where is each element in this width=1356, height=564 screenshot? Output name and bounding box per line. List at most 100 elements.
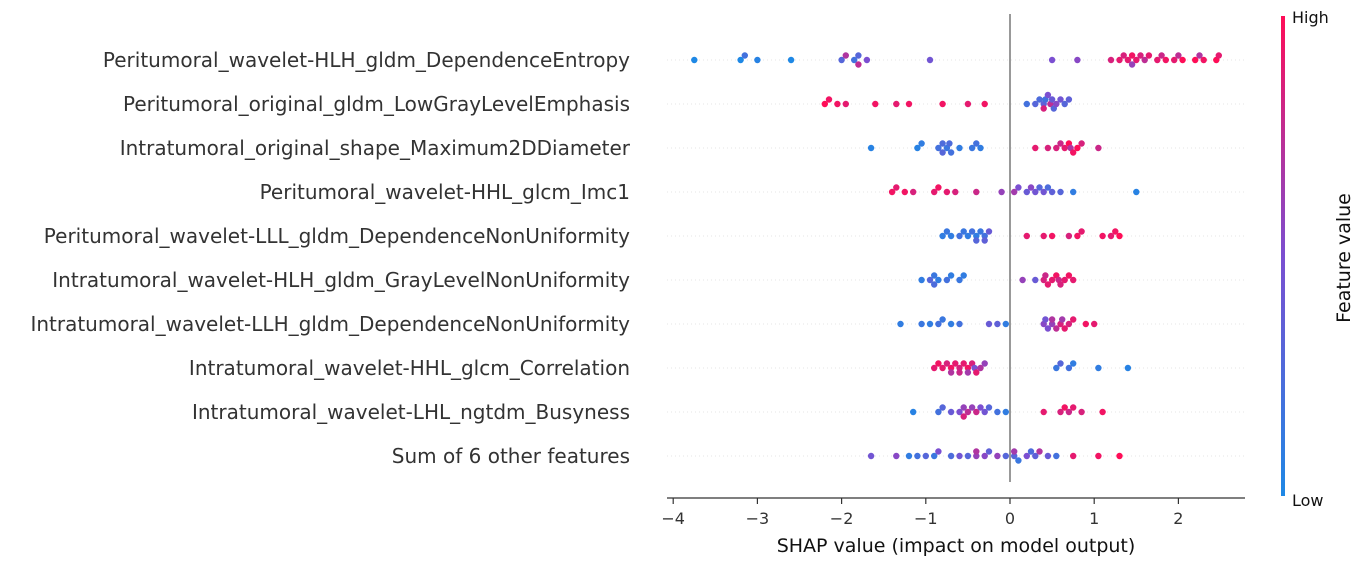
data-point [926, 276, 934, 284]
data-point [893, 452, 900, 460]
data-point [1040, 188, 1047, 196]
data-point [1053, 144, 1060, 152]
data-point [1128, 52, 1136, 59]
data-point [926, 56, 934, 64]
data-point [1019, 276, 1026, 284]
data-point [1070, 188, 1077, 196]
data-point [1044, 144, 1052, 152]
data-point [1070, 149, 1077, 156]
data-point [1023, 232, 1030, 240]
data-point [1044, 325, 1052, 332]
data-point [1027, 448, 1035, 455]
data-point [741, 52, 748, 59]
data-point [905, 100, 913, 108]
data-point [968, 228, 976, 235]
colorbar-title: Feature value [1333, 193, 1355, 323]
data-point [1061, 144, 1068, 152]
data-point [867, 144, 875, 152]
data-point [1023, 100, 1030, 108]
data-point [897, 320, 904, 328]
data-point [1057, 140, 1064, 147]
data-point [1124, 364, 1132, 372]
data-point [956, 452, 963, 460]
data-point [947, 272, 955, 279]
data-point [977, 144, 984, 152]
feature-label: Peritumoral_wavelet-HLH_gldm_DependenceE… [103, 48, 630, 72]
x-axis: −4 −3 −2 −1 0 1 2 [661, 497, 1245, 528]
colorbar: High Low Feature value [1281, 8, 1355, 510]
data-point [985, 404, 993, 411]
data-point [1011, 452, 1018, 460]
data-point [1048, 188, 1056, 196]
data-point [985, 228, 993, 235]
data-point [943, 360, 951, 367]
data-point [952, 360, 959, 367]
data-point [1002, 408, 1009, 416]
data-point [939, 232, 946, 240]
data-point [1002, 452, 1009, 460]
data-point [1053, 452, 1060, 460]
data-point [947, 452, 955, 460]
feature-label: Intratumoral_wavelet-HLH_gldm_GrayLevelN… [52, 268, 630, 292]
data-point [964, 408, 972, 416]
data-point [1057, 188, 1064, 196]
data-point [872, 100, 879, 108]
data-point [1065, 272, 1073, 279]
data-point [973, 237, 980, 244]
data-point [931, 272, 938, 279]
data-point [825, 96, 833, 103]
data-point [1091, 320, 1098, 328]
data-point [1048, 56, 1056, 64]
data-point [1040, 105, 1047, 112]
data-point [867, 452, 875, 460]
data-point [947, 320, 955, 328]
data-point [1145, 52, 1153, 59]
data-point [1023, 452, 1030, 460]
data-point [998, 188, 1005, 196]
x-axis-title: SHAP value (impact on model output) [777, 535, 1136, 557]
data-point [960, 228, 967, 235]
data-point [1057, 408, 1064, 416]
data-point [1099, 232, 1106, 240]
data-point [1040, 232, 1047, 240]
data-point [973, 448, 980, 455]
data-point [985, 448, 993, 455]
data-point [939, 364, 946, 372]
feature-label: Sum of 6 other features [392, 444, 630, 468]
data-point [910, 408, 917, 416]
data-point [968, 404, 976, 411]
data-point [1070, 360, 1077, 367]
data-point [914, 144, 921, 152]
data-point [1053, 100, 1060, 108]
data-point [968, 144, 976, 152]
data-point [1133, 188, 1140, 196]
data-point [1048, 276, 1056, 284]
data-point [1061, 100, 1068, 108]
data-point [935, 448, 942, 455]
feature-label: Intratumoral_wavelet-LLH_gldm_Dependence… [30, 312, 630, 336]
data-point [1053, 325, 1060, 332]
feature-label: Peritumoral_wavelet-HHL_glcm_Imc1 [260, 180, 630, 204]
data-point [905, 452, 913, 460]
data-point [994, 452, 1001, 460]
data-point [960, 413, 967, 420]
data-point [947, 408, 955, 416]
data-point [1015, 457, 1022, 464]
data-point [939, 149, 946, 156]
data-point [1192, 56, 1199, 64]
data-point [737, 56, 744, 64]
data-point [1107, 56, 1115, 64]
data-point [1078, 140, 1085, 147]
data-point [1154, 56, 1161, 64]
data-point [1032, 100, 1039, 108]
data-point [947, 232, 955, 240]
points-layer [691, 52, 1223, 464]
feature-label: Intratumoral_original_shape_Maximum2DDia… [120, 136, 631, 160]
data-point [1044, 184, 1052, 191]
data-point [888, 188, 896, 196]
data-point [1057, 281, 1064, 288]
data-point [1048, 232, 1056, 240]
data-point [1048, 316, 1056, 323]
data-point [1032, 276, 1039, 284]
data-point [834, 100, 841, 108]
